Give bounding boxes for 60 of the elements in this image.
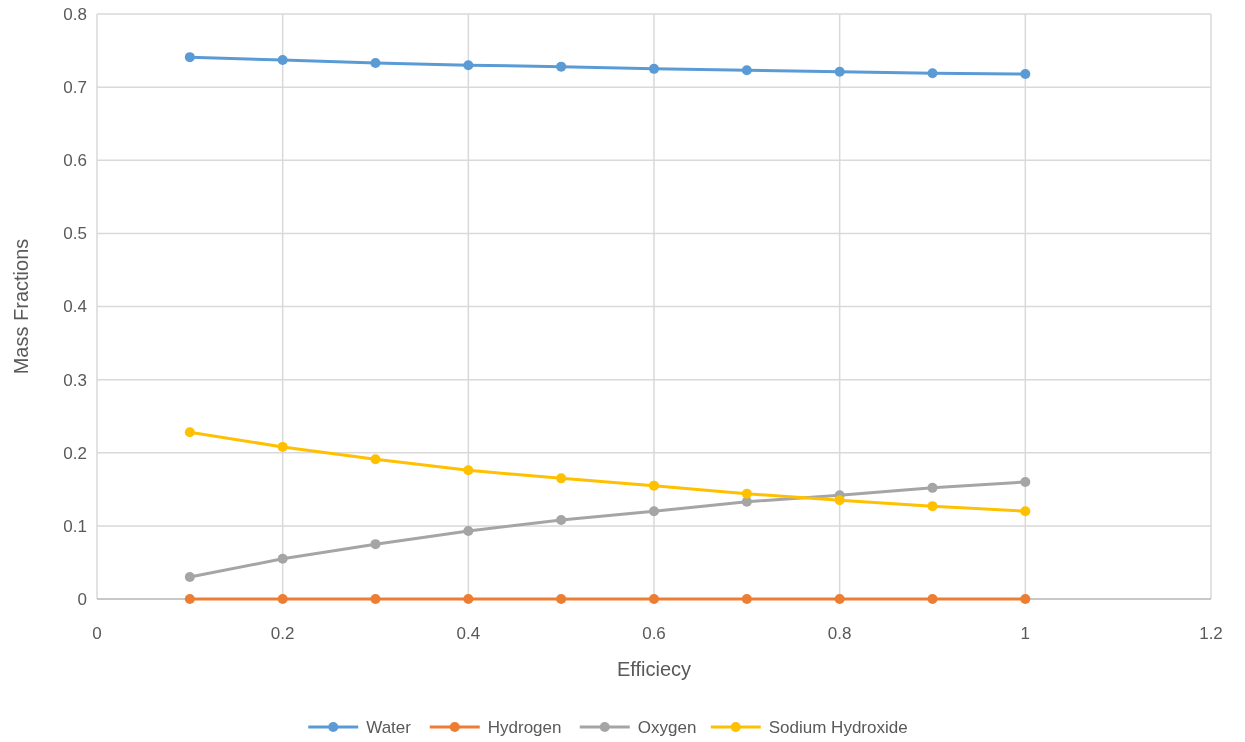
point (463, 525, 474, 536)
point (649, 63, 659, 74)
point (184, 594, 195, 604)
point (1020, 594, 1031, 604)
point (927, 501, 938, 512)
point (463, 60, 474, 71)
point (463, 465, 474, 476)
point (741, 594, 752, 604)
point (184, 572, 195, 583)
y-tick-label: 0.7 (63, 78, 87, 98)
point (370, 539, 381, 550)
y-tick-label: 0 (77, 589, 87, 609)
point (649, 506, 659, 517)
point (370, 454, 381, 465)
point (927, 482, 938, 493)
point (927, 594, 938, 604)
y-tick-label: 0.5 (63, 224, 87, 244)
point (277, 594, 288, 604)
point (277, 553, 288, 564)
point (741, 488, 752, 499)
x-tick-label: 0.4 (456, 624, 481, 643)
point (556, 515, 567, 526)
point (741, 65, 752, 76)
x-tick-label: 0.8 (827, 624, 852, 643)
x-tick-label: 0.2 (270, 624, 295, 643)
x-tick-label: 0.6 (642, 624, 666, 643)
point (184, 427, 195, 438)
x-tick-label: 0 (92, 624, 102, 643)
point (184, 52, 195, 63)
y-tick-label: 0.6 (63, 151, 87, 171)
point (834, 66, 845, 77)
point (556, 594, 567, 604)
y-tick-label: 0.4 (63, 297, 87, 317)
y-axis-title: Mass Fractions (10, 238, 32, 375)
point (370, 594, 381, 604)
point (463, 594, 474, 604)
point (370, 57, 381, 68)
y-tick-label: 0.8 (63, 4, 87, 24)
point (277, 441, 288, 452)
point (277, 55, 288, 66)
legend-label: Sodium Hydroxide (768, 717, 908, 737)
x-axis-title: Efficiecy (616, 658, 692, 680)
point (1020, 506, 1031, 517)
point (556, 61, 567, 72)
legend-label: Hydrogen (487, 717, 562, 737)
x-tick-label: 1 (1020, 624, 1031, 643)
point (1020, 477, 1031, 487)
point (556, 473, 567, 484)
y-tick-label: 0.3 (63, 370, 87, 390)
point (1020, 68, 1031, 79)
legend-label: Oxygen (637, 717, 697, 737)
point (649, 594, 659, 604)
point (927, 68, 938, 79)
y-tick-label: 0.2 (63, 443, 87, 463)
point (834, 495, 845, 506)
point (834, 594, 845, 604)
legend-label: Water (366, 717, 412, 737)
point (649, 480, 659, 491)
y-tick-label: 0.1 (63, 516, 87, 536)
x-tick-label: 1.2 (1199, 624, 1223, 643)
